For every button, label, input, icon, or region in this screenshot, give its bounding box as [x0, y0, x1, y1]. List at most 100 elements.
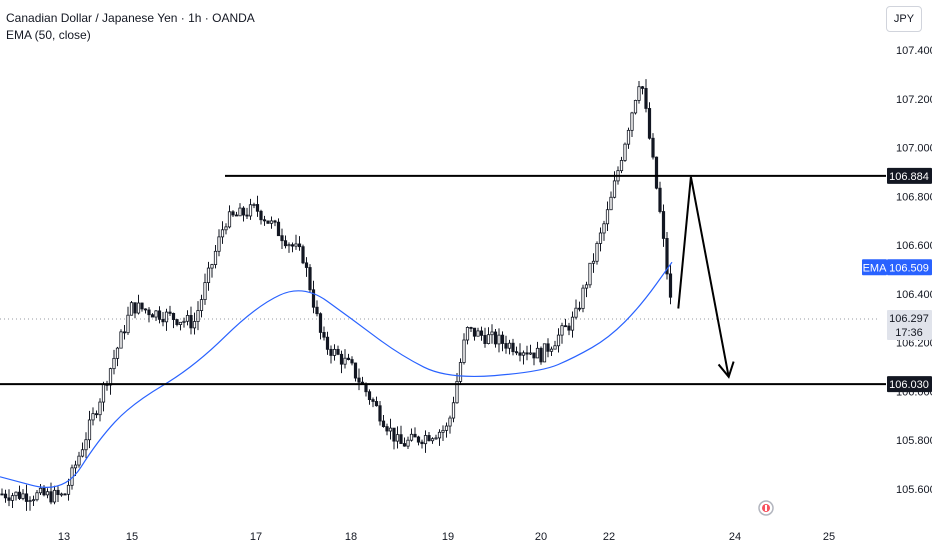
- candle-body: [7, 497, 11, 501]
- candle-body: [108, 368, 113, 386]
- candle-body: [598, 232, 603, 244]
- candle-body: [567, 325, 571, 331]
- candle-body: [150, 314, 155, 318]
- time-tick-label: 15: [126, 531, 138, 543]
- candle-body: [651, 137, 655, 158]
- symbol-title[interactable]: Canadian Dollar / Japanese Yen · 1h · OA…: [6, 11, 255, 25]
- candle-body: [455, 381, 459, 404]
- candle-body: [637, 86, 641, 101]
- candle-body: [227, 211, 232, 228]
- time-tick-label: 17: [250, 531, 262, 543]
- candle-body: [210, 264, 214, 269]
- candle-body: [654, 156, 659, 189]
- candle-body: [161, 318, 165, 323]
- candle-body: [80, 449, 85, 457]
- candle-body: [269, 220, 274, 224]
- candle-body: [581, 287, 585, 309]
- candle-body: [563, 325, 568, 328]
- candle-body: [371, 399, 375, 402]
- time-tick-label: 13: [58, 531, 70, 543]
- candle-body: [367, 391, 372, 401]
- candle-body: [241, 207, 246, 216]
- ema-value-background: [887, 259, 932, 276]
- candle-body: [119, 331, 123, 349]
- time-axis[interactable]: 13 15 17 18 19 20 22 24 25: [58, 531, 835, 543]
- candle-body: [591, 260, 596, 264]
- candle-body: [549, 348, 554, 352]
- horizontal-line-label: 106.030: [889, 379, 929, 391]
- flag-icon[interactable]: [758, 500, 774, 516]
- candle-body: [493, 331, 498, 345]
- candle-body: [385, 426, 389, 432]
- candle-body: [574, 307, 578, 318]
- candle-body: [409, 433, 414, 441]
- candle-body: [203, 282, 207, 301]
- indicator-title[interactable]: EMA (50, close): [6, 28, 91, 42]
- candle-body: [525, 352, 529, 355]
- time-tick-label: 25: [823, 531, 835, 543]
- arrow-path: [677, 176, 730, 377]
- candle-body: [175, 319, 179, 325]
- candle-body: [542, 343, 547, 363]
- candle-body: [504, 343, 508, 349]
- candle-body: [129, 302, 134, 316]
- candle-body: [56, 489, 60, 495]
- candle-body: [21, 493, 25, 499]
- candle-body: [280, 235, 284, 242]
- candle-body: [633, 100, 638, 114]
- price-axis[interactable]: 105.600105.800106.000106.200106.400106.6…: [896, 45, 932, 496]
- candle-body: [640, 86, 645, 89]
- candle-body: [584, 284, 589, 289]
- candle-body: [427, 435, 431, 442]
- candle-body: [465, 327, 470, 341]
- candle-body: [402, 443, 407, 447]
- candle-body: [273, 220, 277, 223]
- candle-body: [52, 489, 57, 503]
- candle-body: [416, 436, 421, 443]
- projection-arrow[interactable]: [677, 176, 735, 379]
- candle-body: [497, 334, 501, 345]
- candle-body: [24, 493, 29, 502]
- candle-body: [206, 267, 211, 284]
- candle-body: [234, 214, 239, 217]
- time-tick-label: 22: [603, 531, 615, 543]
- candle-body: [511, 342, 515, 353]
- candle-body: [290, 244, 295, 247]
- candle-body: [322, 332, 326, 338]
- candle-body: [479, 330, 484, 336]
- candle-body: [192, 321, 197, 329]
- candle-body: [63, 493, 67, 496]
- horizontal-lines[interactable]: 106.884 106.030: [0, 167, 932, 393]
- candle-body: [556, 334, 561, 347]
- candle-body: [577, 307, 582, 310]
- candles: [0, 79, 673, 511]
- candle-body: [325, 336, 330, 350]
- candle-body: [84, 439, 88, 451]
- candle-body: [91, 413, 95, 421]
- ema-line: [0, 261, 673, 488]
- candle-body: [448, 417, 452, 427]
- candle-body: [45, 491, 50, 496]
- candle-body: [171, 312, 176, 320]
- candle-body: [101, 383, 106, 403]
- candle-body: [668, 273, 673, 298]
- currency-button[interactable]: JPY: [886, 6, 922, 32]
- candle-body: [115, 347, 120, 359]
- candle-body: [570, 316, 575, 331]
- candle-body: [528, 352, 533, 355]
- candle-body: [532, 352, 536, 359]
- candle-body: [318, 313, 323, 333]
- candle-body: [189, 315, 193, 329]
- candle-body: [199, 299, 204, 311]
- candle-body: [490, 331, 494, 336]
- candle-body: [514, 351, 519, 354]
- candle-body: [304, 262, 309, 268]
- candle-body: [259, 210, 263, 221]
- candle-body: [59, 493, 64, 496]
- candle-body: [49, 491, 53, 503]
- candle-body: [619, 160, 624, 172]
- candle-body: [315, 306, 319, 315]
- candle-body: [437, 431, 442, 439]
- candle-body: [462, 339, 466, 363]
